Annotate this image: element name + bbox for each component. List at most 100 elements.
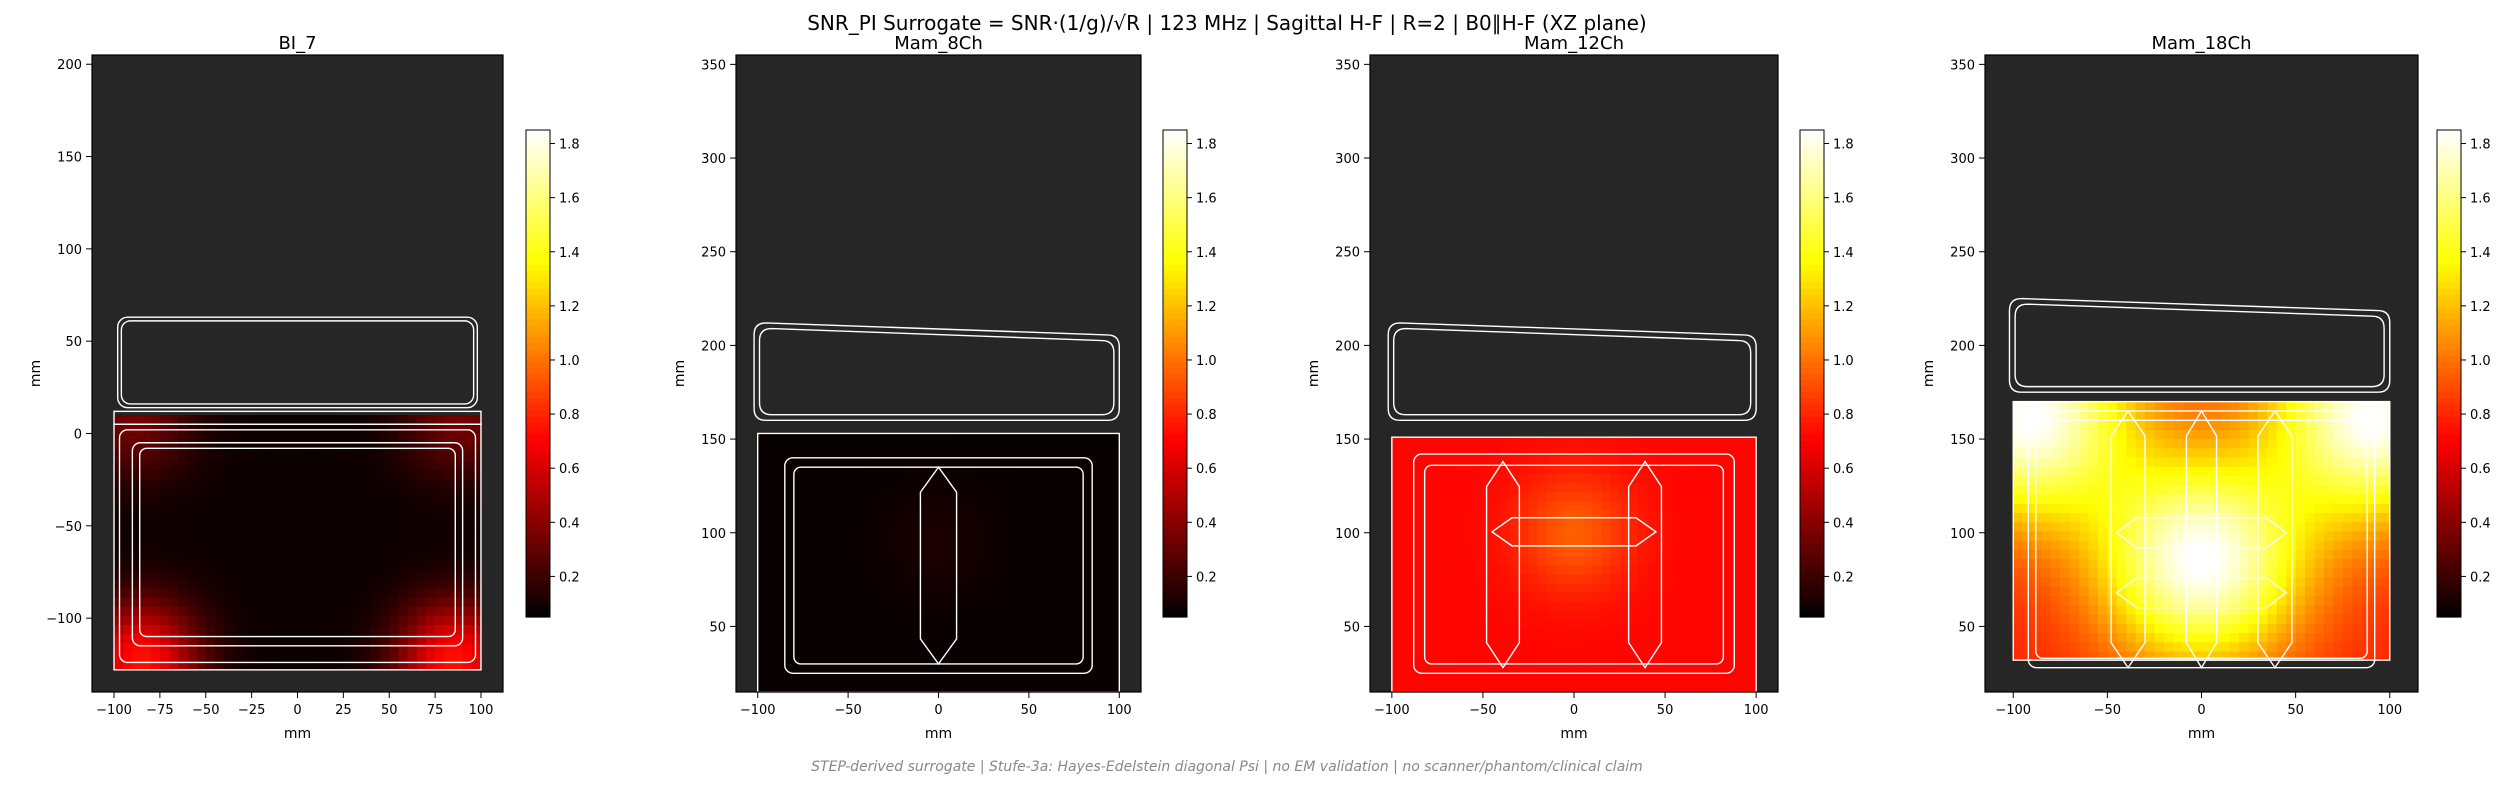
heatmap-cell: [2370, 503, 2381, 514]
heatmap-cell: [1074, 470, 1084, 481]
heatmap-cell: [1574, 682, 1584, 693]
heatmap-cell: [1583, 473, 1593, 484]
heatmap-cell: [361, 442, 372, 453]
heatmap-cell: [775, 682, 786, 693]
heatmap-cell: [1674, 646, 1684, 657]
heatmap-cell: [2220, 493, 2231, 504]
heatmap-cell: [1473, 582, 1484, 593]
heatmap-cell: [1010, 581, 1021, 592]
heatmap-cell: [453, 506, 464, 516]
heatmap-cell: [2323, 521, 2334, 532]
heatmap-cell: [251, 451, 262, 462]
heatmap-cell: [820, 442, 831, 453]
heatmap-cell: [1037, 571, 1048, 582]
heatmap-cell: [2060, 623, 2071, 634]
heatmap-cell: [242, 633, 253, 644]
heatmap-cell: [2135, 540, 2146, 550]
heatmap-cell: [1065, 599, 1075, 610]
heatmap-cell: [1628, 673, 1639, 684]
heatmap-cell: [2126, 503, 2137, 514]
heatmap-cell: [793, 590, 804, 601]
heatmap-cell: [224, 487, 234, 498]
heatmap-cell: [2097, 438, 2108, 449]
heatmap-cell: [398, 506, 409, 516]
heatmap-cell: [2201, 530, 2212, 541]
x-tick-label: 0: [2197, 703, 2205, 718]
colorbar-tick-label: 1.0: [1196, 354, 1217, 369]
heatmap-cell: [1001, 553, 1012, 564]
heatmap-cell: [132, 415, 143, 425]
heatmap-cell: [2352, 429, 2363, 440]
heatmap-cell: [820, 608, 831, 619]
heatmap-cell: [1046, 488, 1057, 499]
heatmap-cells: [114, 415, 482, 671]
heatmap-cell: [453, 442, 464, 453]
y-tick-label: 200: [1335, 339, 1360, 354]
heatmap-cell: [1074, 553, 1084, 564]
heatmap-cell: [1555, 573, 1566, 584]
heatmap-cell: [1665, 573, 1675, 584]
heatmap-cell: [920, 673, 931, 684]
heatmap-cell: [2352, 420, 2363, 430]
heatmap-cell: [352, 633, 363, 644]
heatmap-cell: [435, 415, 445, 425]
heatmap-cell: [1537, 464, 1548, 475]
heatmap-cell: [2154, 567, 2165, 578]
heatmap-cell: [866, 562, 876, 573]
heatmap-cell: [965, 571, 976, 582]
heatmap-cell: [2276, 420, 2287, 430]
heatmap-cell: [150, 606, 161, 616]
heatmap-cell: [938, 451, 949, 462]
heatmap-cell: [2333, 466, 2344, 477]
heatmap-cell: [1628, 482, 1639, 493]
colorbar-segment: [2437, 458, 2461, 466]
heatmap-cell: [1101, 590, 1111, 601]
heatmap-cell: [1619, 510, 1630, 520]
colorbar-segment: [1800, 251, 1824, 259]
heatmap-cell: [1083, 581, 1093, 592]
heatmap-cell: [159, 633, 170, 644]
heatmap-cell: [2013, 429, 2024, 440]
heatmap-cell: [1646, 482, 1657, 493]
heatmap-cell: [1519, 555, 1530, 566]
heatmap-cell: [123, 496, 133, 507]
heatmap-cell: [370, 424, 381, 434]
heatmap-cell: [1428, 482, 1438, 493]
heatmap-cell: [920, 655, 931, 665]
heatmap-cell: [297, 660, 308, 671]
heatmap-cell: [2201, 401, 2212, 412]
heatmap-cell: [169, 569, 179, 580]
heatmap-cell: [214, 542, 225, 553]
coil-element: [113, 423, 482, 671]
heatmap-cell: [2041, 530, 2052, 541]
heatmap-cell: [2145, 604, 2156, 615]
coil-element: [919, 465, 958, 666]
heatmap-cell: [2267, 595, 2278, 606]
heatmap-cell: [2295, 429, 2306, 440]
colorbar-segment: [526, 160, 550, 168]
heatmap-cell: [1092, 470, 1102, 481]
heatmap-cell: [956, 461, 967, 471]
heatmap-cell: [2323, 567, 2334, 578]
heatmap-cell: [1610, 582, 1621, 593]
heatmap-cell: [1391, 591, 1402, 602]
y-tick-label: 200: [57, 58, 82, 73]
heatmap-cell: [920, 461, 931, 471]
heatmap-cell: [839, 433, 849, 444]
heatmap-cell: [1519, 537, 1530, 547]
heatmap-cell: [2041, 604, 2052, 615]
colorbar-segment: [2437, 537, 2461, 545]
heatmap-cell: [2352, 623, 2363, 634]
heatmap-cell: [1519, 573, 1530, 584]
heatmap-cell: [2145, 410, 2156, 421]
heatmap-cell: [884, 535, 894, 545]
heatmap-cell: [380, 587, 390, 598]
colorbar-segment: [526, 154, 550, 162]
heatmap-cell: [2145, 466, 2156, 477]
heatmap-cell: [2220, 420, 2231, 430]
heatmap-cell: [334, 533, 344, 544]
heatmap-cell: [974, 682, 985, 693]
heatmap-cell: [1528, 510, 1539, 520]
colorbar-segment: [526, 263, 550, 271]
heatmap-cell: [2257, 604, 2268, 615]
